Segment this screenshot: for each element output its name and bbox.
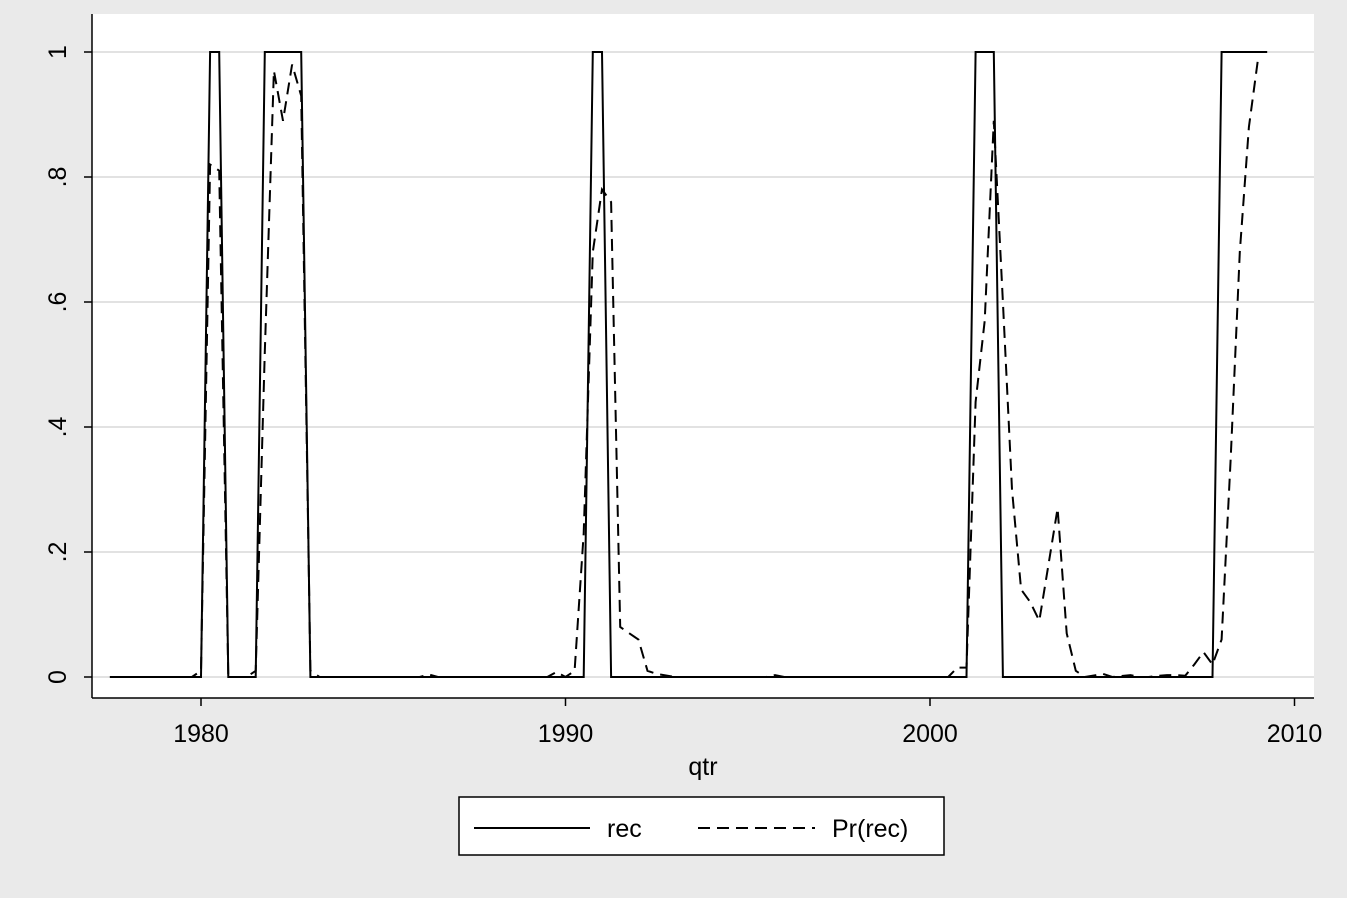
x-tick-label: 2000 [902,720,958,748]
x-tick-label: 1980 [173,720,229,748]
y-tick-label: .8 [44,167,72,188]
x-axis-label: qtr [688,753,717,781]
y-tick-label: .2 [44,542,72,563]
y-tick-label: 1 [44,45,72,59]
legend-label-prrec: Pr(rec) [832,815,908,843]
axes: 0 .2 .4 .6 .8 1 1980 1990 2000 2010 [44,14,1322,748]
legend: rec Pr(rec) [458,796,945,856]
y-tick-label: .6 [44,292,72,313]
plot-background [92,14,1314,698]
series-line-prrec [109,58,1260,679]
legend-box [458,796,945,856]
y-tick-label: .4 [44,416,72,437]
x-tick-label: 1990 [538,720,594,748]
series-lines [109,51,1268,679]
x-tick-label: 2010 [1267,720,1323,748]
y-tick-label: 0 [44,670,72,684]
legend-label-rec: rec [607,815,642,843]
